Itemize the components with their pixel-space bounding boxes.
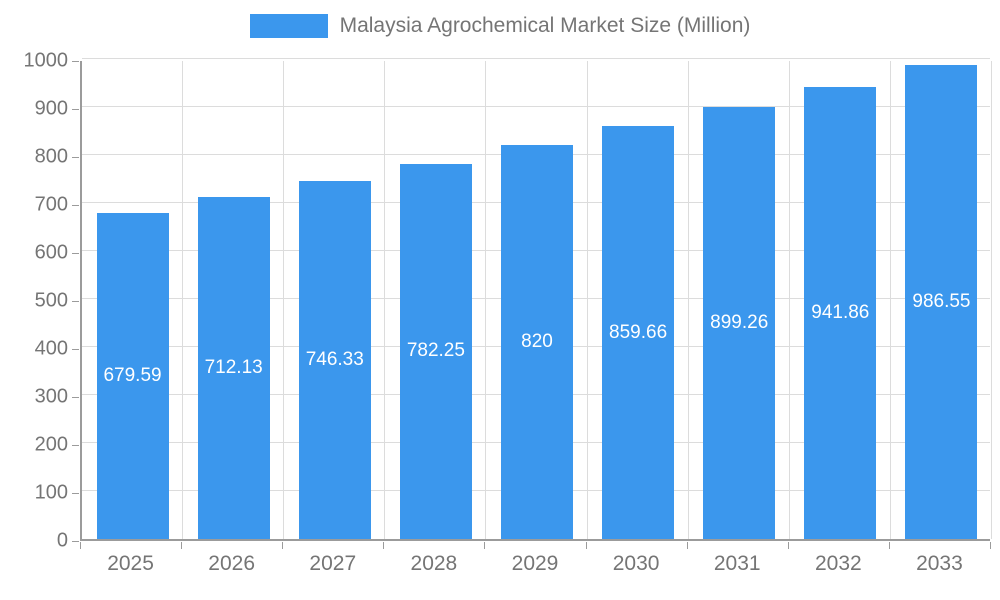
x-axis-tick-mark xyxy=(686,542,688,549)
bar: 712.13 xyxy=(197,197,270,539)
y-axis-tick-mark xyxy=(72,445,79,446)
x-axis-tick-label: 2026 xyxy=(208,552,256,575)
bar-value-label: 899.26 xyxy=(710,312,769,334)
gridline-vertical xyxy=(586,61,588,539)
x-axis-tick-mark xyxy=(282,542,284,549)
y-axis-tick-mark xyxy=(72,205,79,206)
chart-title: Malaysia Agrochemical Market Size (Milli… xyxy=(339,14,751,37)
x-axis-tick-label: 2029 xyxy=(511,552,559,575)
y-axis-tick-label: 1000 xyxy=(23,49,69,72)
y-axis-tick-mark xyxy=(72,157,79,158)
y-axis-tick-mark xyxy=(72,493,79,494)
y-axis-tick-mark xyxy=(72,253,79,254)
y-axis-tick-label: 500 xyxy=(34,289,68,312)
x-axis-tick-label: 2032 xyxy=(814,552,862,575)
bar-value-label: 986.55 xyxy=(912,291,971,313)
y-axis-tick-label: 200 xyxy=(34,433,68,456)
y-axis-tick-label: 700 xyxy=(34,193,68,216)
bar: 859.66 xyxy=(602,126,675,539)
gridline-vertical xyxy=(687,61,689,539)
x-axis-tick-label: 2028 xyxy=(410,552,458,575)
bar: 746.33 xyxy=(298,180,371,539)
gridline-horizontal xyxy=(82,106,990,107)
bar-value-label: 820 xyxy=(521,331,553,353)
gridline-vertical xyxy=(182,61,184,539)
bar: 679.59 xyxy=(96,212,169,539)
y-axis-tick-label: 0 xyxy=(56,529,68,552)
x-axis-tick-mark xyxy=(990,542,991,549)
y-axis-tick-mark xyxy=(72,301,79,302)
y-axis-tick-mark xyxy=(72,349,79,350)
bar-value-label: 746.33 xyxy=(305,348,364,370)
gridline-vertical xyxy=(889,61,891,539)
bar: 782.25 xyxy=(399,163,472,539)
bar: 820 xyxy=(501,145,573,539)
bar-value-label: 941.86 xyxy=(811,301,870,323)
y-axis-tick-mark xyxy=(72,397,79,398)
y-axis-tick-label: 600 xyxy=(34,241,68,264)
y-axis-tick-label: 300 xyxy=(34,385,68,408)
bar-value-label: 712.13 xyxy=(204,357,263,379)
y-axis-tick-label: 800 xyxy=(34,145,68,168)
plot-area: 679.59 712.13 746.33 782.25 820 859.66 899.26 9… xyxy=(80,58,992,541)
legend: Malaysia Agrochemical Market Size (Milli… xyxy=(0,12,1000,40)
legend-swatch xyxy=(249,14,328,38)
y-axis-tick-mark xyxy=(72,541,79,542)
bar: 986.55 xyxy=(905,65,978,539)
y-axis-tick-mark xyxy=(72,61,79,62)
bar-value-label: 679.59 xyxy=(103,364,162,386)
y-axis-tick-mark xyxy=(72,109,79,110)
y-axis-tick-label: 900 xyxy=(34,97,68,120)
x-axis-tick-label: 2030 xyxy=(612,552,660,575)
x-axis-tick-label: 2033 xyxy=(916,552,963,575)
x-axis-tick-label: 2031 xyxy=(713,552,761,575)
gridline-vertical xyxy=(485,61,487,539)
x-axis-tick-mark xyxy=(484,542,486,549)
x-axis-tick-mark xyxy=(888,542,890,549)
y-axis-tick-label: 100 xyxy=(34,481,68,504)
x-axis-tick-label: 2025 xyxy=(107,552,154,575)
x-axis-tick-mark xyxy=(787,542,789,549)
gridline-vertical xyxy=(283,61,285,539)
x-axis-tick-mark xyxy=(585,542,587,549)
x-axis-tick-mark xyxy=(80,542,81,549)
bar-value-label: 782.25 xyxy=(406,340,465,362)
gridline-vertical xyxy=(991,61,992,539)
bar-value-label: 859.66 xyxy=(609,321,668,343)
gridline-vertical xyxy=(788,61,790,539)
y-axis-tick-label: 400 xyxy=(34,337,68,360)
x-axis-tick-label: 2027 xyxy=(309,552,357,575)
bar: 899.26 xyxy=(703,107,776,539)
x-axis-tick-mark xyxy=(181,542,183,549)
x-axis-tick-mark xyxy=(383,542,385,549)
gridline-vertical xyxy=(384,61,386,539)
gridline-horizontal xyxy=(82,58,990,59)
bar: 941.86 xyxy=(804,86,877,539)
